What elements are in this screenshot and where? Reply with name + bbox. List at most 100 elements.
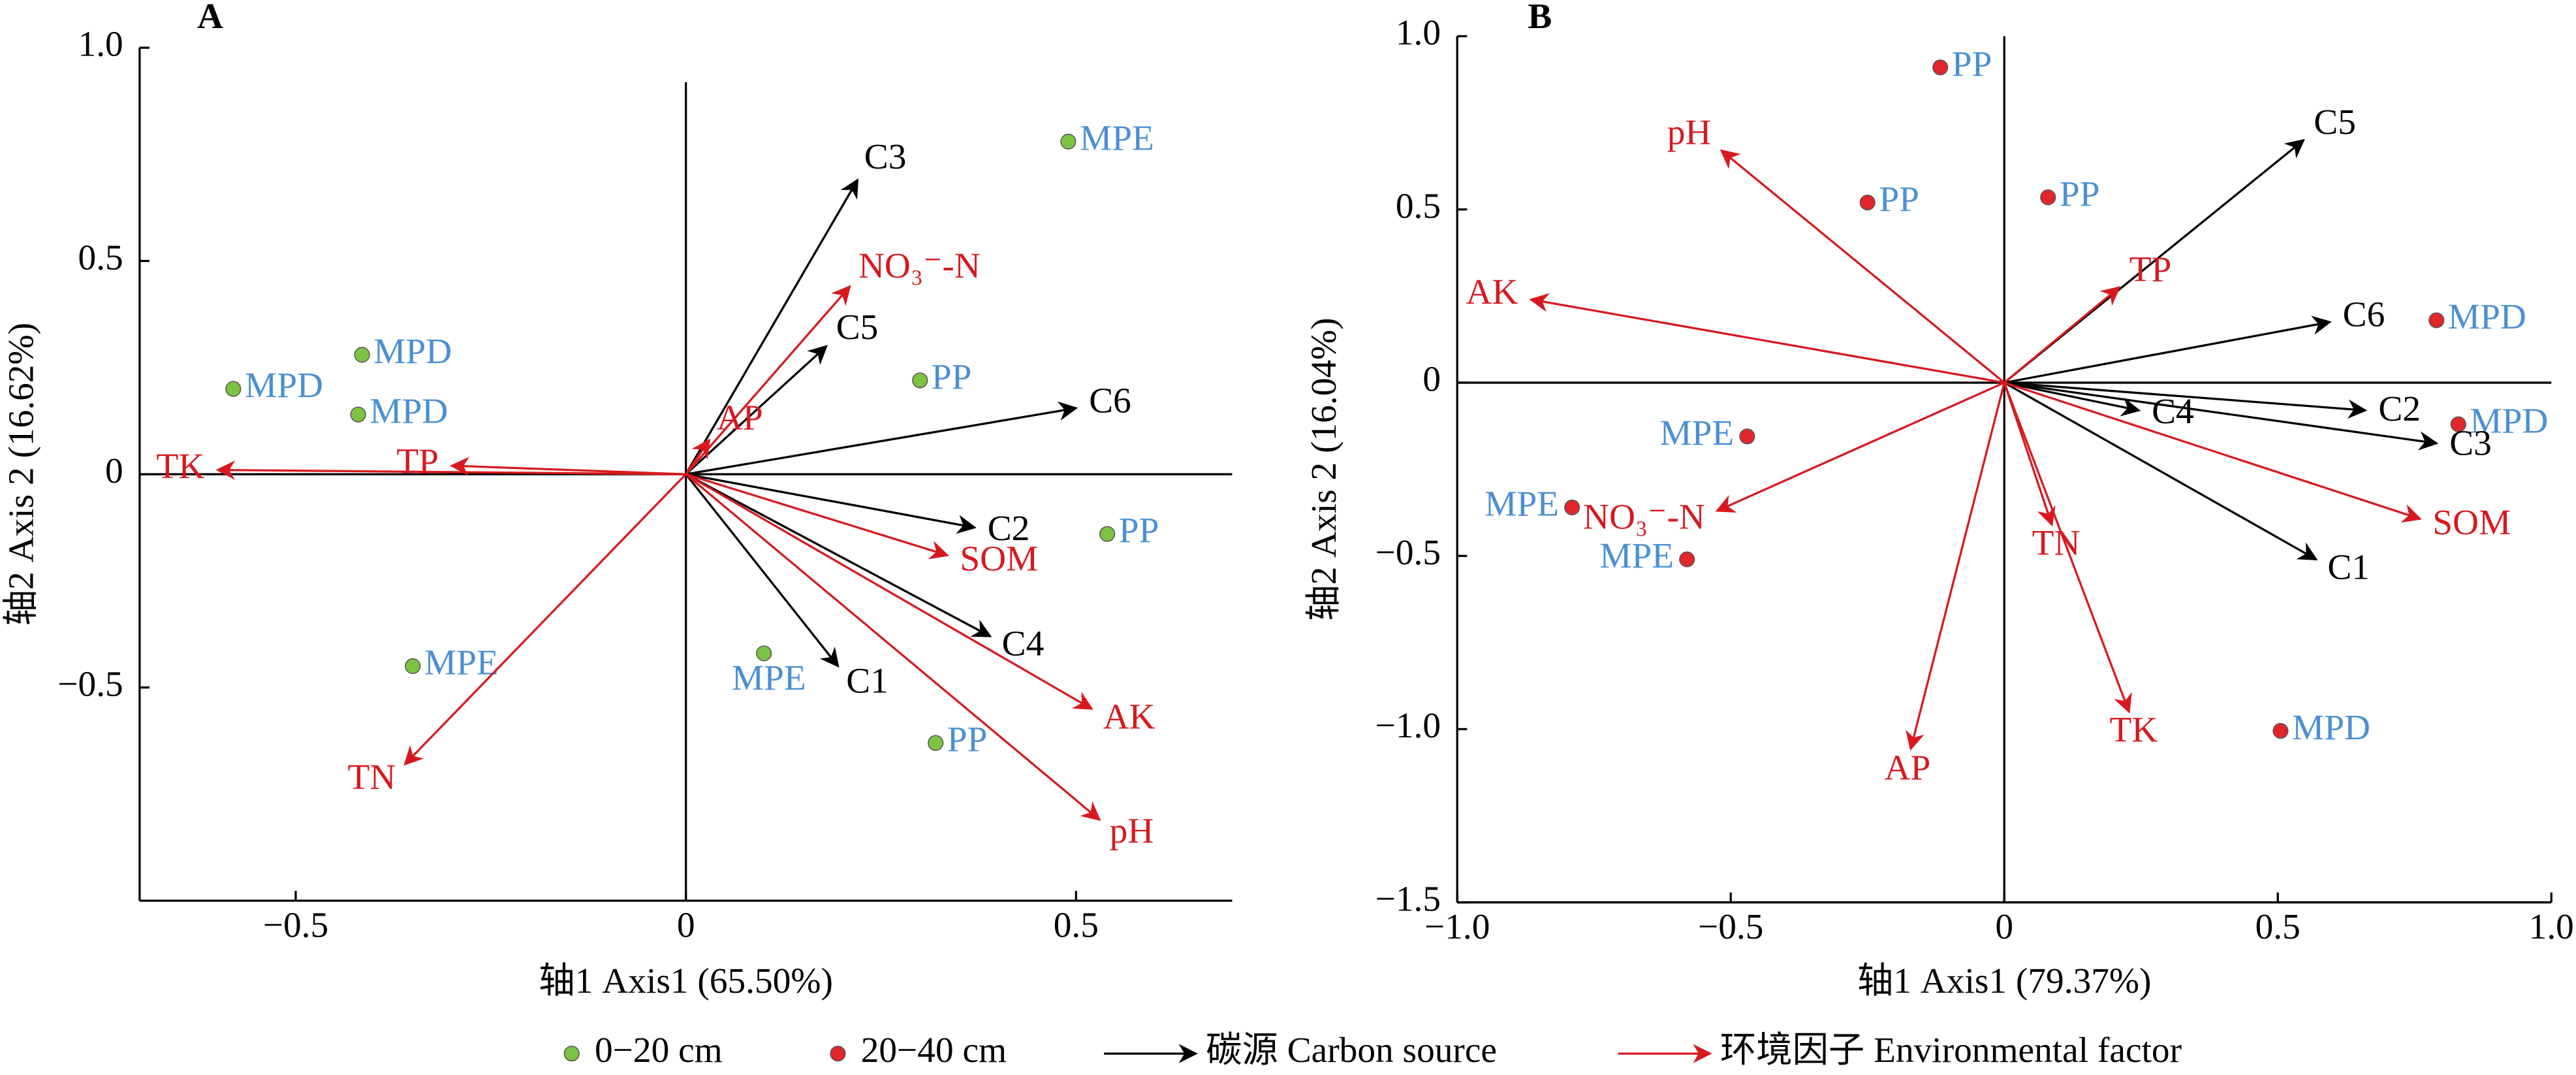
arrow-label: C3 [864, 136, 907, 176]
legend-label: 20−40 cm [861, 1030, 1007, 1070]
arrow [685, 473, 1093, 710]
y-tick-label: 0 [1422, 359, 1441, 399]
arrow-label: AK [1103, 697, 1155, 737]
arrow-label: AK [1466, 272, 1518, 312]
point-label: PP [2060, 174, 2100, 214]
arrow-label: C2 [2378, 389, 2421, 428]
point [912, 372, 928, 389]
point-label: PP [1119, 510, 1159, 550]
point-label: PP [1879, 179, 1919, 219]
arrow-label: C5 [2314, 102, 2356, 142]
arrow-label: C6 [2343, 294, 2385, 334]
point [928, 735, 944, 751]
arrow [1715, 381, 2005, 513]
arrow-label: C4 [2152, 391, 2194, 431]
legend-label: 碳源 Carbon source [1206, 1030, 1497, 1070]
y-tick-label: 1.0 [78, 24, 123, 64]
arrow-label: SOM [960, 538, 1038, 578]
y-tick-label: 0.5 [78, 237, 123, 277]
point [756, 645, 772, 662]
arrow [685, 473, 1101, 821]
x-tick-label: −0.5 [263, 905, 328, 945]
y-tick-label: −0.5 [57, 664, 123, 703]
point-label: MPE [1599, 536, 1674, 575]
arrow-label: pH [1667, 112, 1712, 152]
arrow-label: C1 [2327, 547, 2370, 587]
point-label: MPD [245, 365, 323, 405]
point-label: MPE [1484, 484, 1559, 524]
x-tick-label: −0.5 [1698, 907, 1763, 946]
arrow [685, 473, 977, 534]
arrow-label: AP [717, 398, 763, 438]
arrow [1906, 382, 2005, 751]
arrow [685, 401, 1078, 475]
point [2272, 723, 2289, 739]
point [405, 658, 421, 675]
x-axis-label: 轴1 Axis1 (79.37%) [1857, 961, 2152, 1001]
arrow-label: TK [157, 446, 205, 486]
point [2040, 189, 2056, 206]
point [1099, 526, 1116, 542]
point [2428, 312, 2445, 329]
point-label: MPE [732, 658, 806, 698]
point-label: MPE [1659, 413, 1734, 453]
arrow-label: TP [2129, 249, 2172, 289]
arrow-label: C5 [836, 307, 879, 347]
legend-label: 环境因子 Environmental factor [1720, 1030, 2182, 1070]
y-axis-label: 轴2 Axis 2 (16.62%) [1, 323, 40, 626]
plot: A −0.5 0 0.5 −0.5 0 0.5 1.0 轴1 Axis1 (65.50%) 轴2 … [1, 0, 1233, 1001]
arrow [2004, 381, 2368, 419]
arrow [685, 473, 840, 668]
arrow-label: C3 [2449, 423, 2492, 462]
arrow-label: NO₃⁻-N [858, 246, 981, 285]
arrow [1720, 149, 2005, 384]
arrow [685, 473, 992, 637]
arrow-label: C1 [846, 660, 888, 700]
x-tick-label: 0.5 [1054, 905, 1099, 945]
arrow-label: C6 [1089, 381, 1131, 421]
arrow-label: TK [2110, 710, 2158, 750]
arrow [2003, 381, 2422, 523]
y-tick-label: 1.0 [1396, 12, 1441, 52]
arrow-label: TN [2032, 523, 2081, 563]
point [350, 406, 366, 423]
arrow-label: NO₃⁻-N [1583, 496, 1705, 536]
point [1564, 499, 1580, 515]
point-label: PP [932, 357, 972, 396]
panel-title: A [197, 0, 223, 36]
x-tick-label: 0 [677, 905, 695, 945]
arrow [2003, 381, 2318, 560]
point [354, 347, 370, 363]
y-tick-label: 0 [105, 451, 123, 490]
arrow-label: SOM [2432, 502, 2511, 542]
arrow [2003, 286, 2121, 384]
x-axis-label: 轴1 Axis1 (65.50%) [539, 961, 833, 1001]
plot: B−1.0 −0.5 0 0.5 1.0−1.5−1.0−0.500.51.0轴1 Ax… [1304, 0, 2574, 1001]
point-label: PP [1952, 44, 1992, 84]
arrow-label: TN [348, 757, 396, 797]
y-tick-label: 0.5 [1396, 185, 1441, 225]
arrow [685, 178, 859, 475]
legend-point [563, 1046, 580, 1062]
point [1859, 195, 1876, 211]
legend-point [830, 1046, 846, 1062]
y-tick-label: −1.0 [1375, 705, 1441, 745]
arrow-label: C4 [1002, 624, 1045, 664]
point-label: MPE [1080, 118, 1154, 157]
point [2450, 416, 2466, 432]
point [1679, 551, 1695, 568]
y-axis-label: 轴2 Axis 2 (16.04%) [1304, 317, 1343, 620]
point-label: MPD [2292, 707, 2370, 747]
x-tick-label: 0.5 [2255, 907, 2301, 946]
point-label: MPD [2448, 297, 2526, 336]
panel-title: B [1528, 0, 1552, 36]
point [1932, 59, 1949, 76]
x-tick-label: 0 [1995, 907, 2013, 946]
arrow [2003, 315, 2332, 384]
arrow [403, 473, 687, 766]
arrow [685, 473, 949, 560]
y-tick-label: −1.5 [1375, 878, 1441, 918]
point-label: MPD [369, 391, 448, 430]
arrow [2004, 381, 2439, 451]
